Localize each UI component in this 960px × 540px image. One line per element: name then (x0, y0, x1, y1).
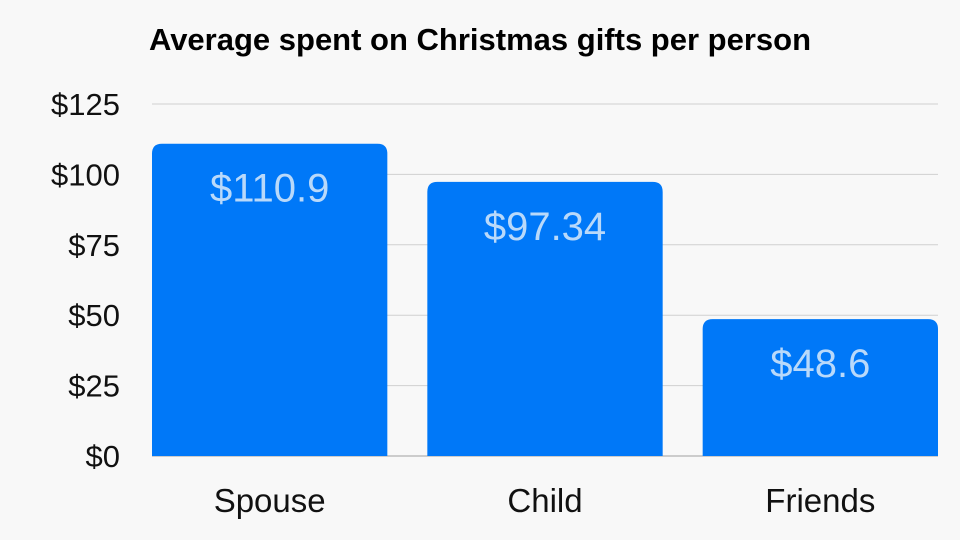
x-tick-label: Friends (765, 482, 875, 519)
x-axis-labels: Spouse Child Friends (214, 482, 876, 519)
data-label: $48.6 (770, 342, 870, 386)
y-tick-label: $75 (68, 228, 120, 263)
bar-spouse (152, 143, 388, 456)
bar-child (427, 181, 663, 456)
x-tick-label: Spouse (214, 482, 326, 519)
y-tick-label: $0 (86, 439, 120, 474)
chart-title: Average spent on Christmas gifts per per… (149, 22, 811, 57)
data-label: $110.9 (210, 167, 329, 211)
x-tick-label: Child (507, 482, 582, 519)
y-tick-label: $50 (68, 298, 120, 333)
y-tick-label: $25 (68, 369, 120, 404)
y-tick-label: $100 (51, 157, 120, 192)
y-tick-label: $125 (51, 87, 120, 122)
bar-friends (702, 319, 938, 456)
data-label: $97.34 (484, 205, 606, 249)
bars: $110.9 $97.34 $48.6 (152, 143, 938, 456)
y-axis-ticks: $0 $25 $50 $75 $100 $125 (51, 87, 120, 474)
